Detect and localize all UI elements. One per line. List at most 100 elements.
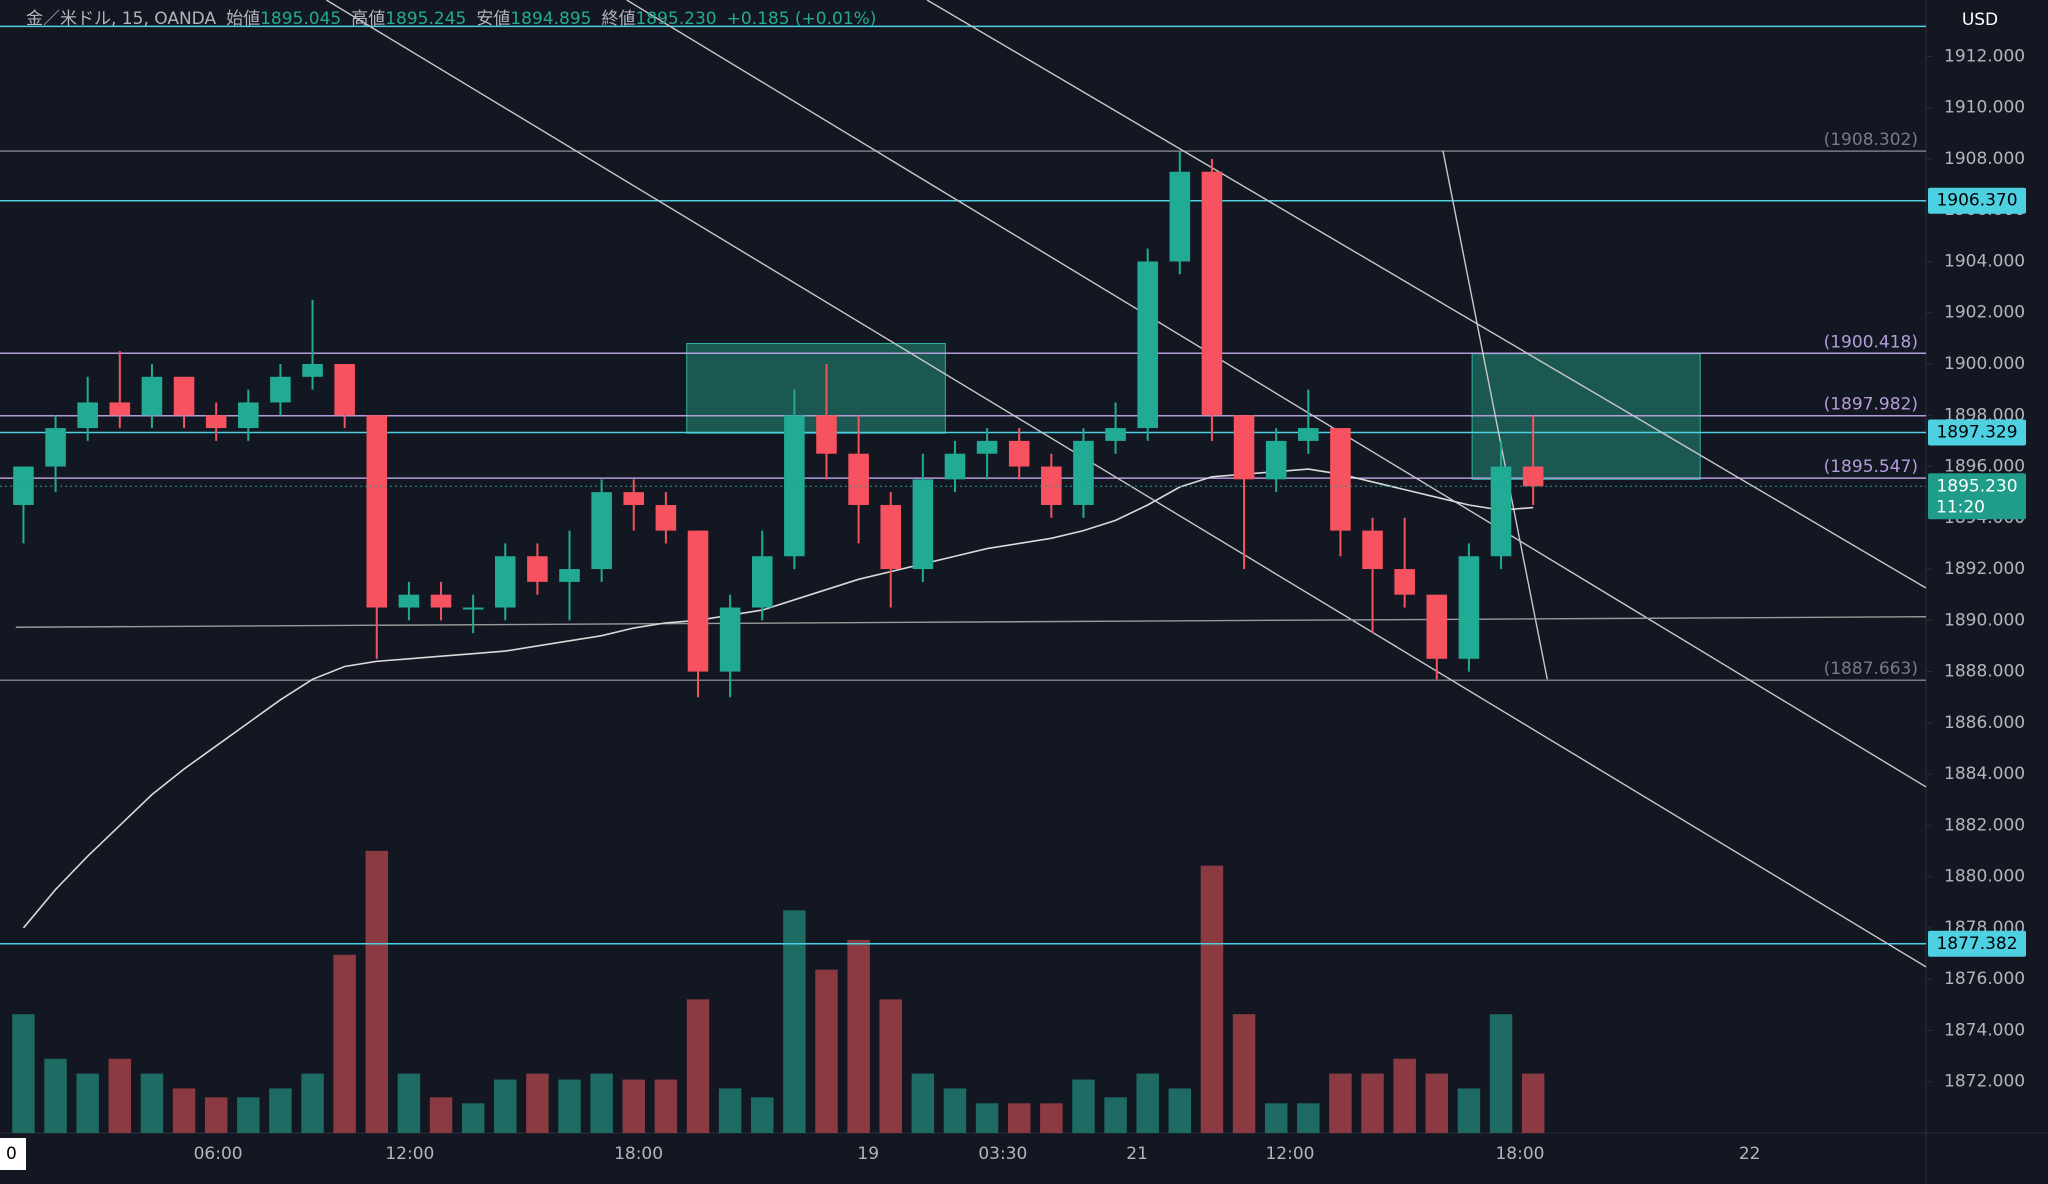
- candle-body: [1233, 415, 1255, 480]
- candle-body: [1073, 440, 1094, 505]
- candle-body: [77, 402, 98, 429]
- volume-bar: [750, 1097, 774, 1133]
- candle-body: [1008, 440, 1030, 467]
- y-tick-label: 1886.000: [1944, 713, 2025, 733]
- candle-body: [655, 504, 677, 531]
- header: 金／米ドル, 15, OANDA 始値1895.045 高値1895.245 安値18…: [26, 9, 876, 29]
- y-tick-label: 1892.000: [1944, 559, 2025, 579]
- level-label: (1908.302): [1824, 130, 1918, 150]
- x-tick-label: 03:30: [978, 1144, 1027, 1164]
- volume-bar: [526, 1073, 549, 1133]
- candle-body: [1458, 556, 1480, 659]
- x-tick-label: 18:00: [1495, 1144, 1544, 1164]
- candle-body: [848, 453, 869, 505]
- candle-body: [591, 492, 612, 570]
- volume-bar: [879, 999, 902, 1133]
- x-tick-label: 12:00: [385, 1144, 434, 1164]
- x-tick-label: 06:00: [194, 1144, 243, 1164]
- trend-line: [626, 0, 1927, 788]
- candle-body: [302, 363, 323, 377]
- volume-bar: [1007, 1103, 1031, 1133]
- ohlc-value: 1894.895: [510, 9, 591, 29]
- level-tag-label: 1906.370: [1936, 191, 2017, 211]
- volume-bar: [590, 1073, 613, 1133]
- trend-line: [325, 0, 1927, 968]
- candle-body: [719, 607, 741, 672]
- volume-bar: [140, 1073, 164, 1133]
- candle-body: [976, 440, 998, 454]
- zone-box: [686, 342, 946, 434]
- y-tick-label: 1876.000: [1944, 969, 2025, 989]
- candle-body: [13, 466, 34, 505]
- x-tick-label: 22: [1739, 1144, 1761, 1164]
- ohlc-name: 始値: [226, 9, 260, 29]
- trend-line: [1442, 150, 1548, 680]
- candle-body: [1137, 261, 1158, 429]
- level-label: (1897.982): [1824, 395, 1918, 415]
- volume-bar: [1136, 1073, 1159, 1133]
- volume-bar: [1232, 1014, 1256, 1133]
- candle-body: [1522, 466, 1544, 487]
- candle-body: [1298, 428, 1319, 441]
- candle-body: [559, 569, 580, 582]
- y-tick-label: 1890.000: [1944, 610, 2025, 630]
- candle-body: [238, 402, 259, 429]
- candle-body: [1426, 594, 1448, 659]
- ohlc-value: 1895.045: [260, 9, 341, 29]
- volume-bar: [1040, 1103, 1063, 1133]
- volume-bar: [1200, 865, 1224, 1133]
- y-tick-label: 1900.000: [1944, 354, 2025, 374]
- y-tick-label: 1882.000: [1944, 815, 2025, 835]
- candle-body: [494, 556, 516, 608]
- countdown: 11:20: [1936, 497, 1985, 517]
- y-tick-label: 1888.000: [1944, 662, 2025, 682]
- candle-body: [527, 556, 548, 582]
- candle-body: [912, 479, 934, 570]
- candle-body: [1330, 428, 1351, 531]
- volume-bar: [654, 1079, 678, 1133]
- symbol: 金／米ドル, 15, OANDA: [26, 9, 216, 29]
- candle-body: [1362, 530, 1383, 570]
- volume-bar: [1297, 1103, 1320, 1133]
- volume-bar: [333, 954, 356, 1133]
- y-tick-label: 1904.000: [1944, 251, 2025, 271]
- candle-body: [109, 402, 131, 416]
- y-tick-label: 1874.000: [1944, 1020, 2025, 1040]
- volume-bar: [204, 1097, 228, 1133]
- volume-bar: [975, 1103, 999, 1133]
- level-tag: [1928, 930, 2026, 957]
- candle-body: [751, 556, 773, 608]
- volume-bar: [1521, 1073, 1545, 1133]
- x-tick-label: 0: [6, 1144, 17, 1164]
- volume-bar: [1072, 1079, 1095, 1133]
- x-tick-label: 19: [857, 1144, 879, 1164]
- volume-bar: [622, 1079, 645, 1133]
- volume-bar: [1489, 1014, 1513, 1133]
- level-label: (1900.418): [1824, 332, 1918, 352]
- candle-body: [398, 594, 420, 608]
- trend-line: [926, 0, 1927, 589]
- currency: USD: [1962, 10, 1998, 30]
- volume-bar: [686, 999, 710, 1133]
- x-tick-label: 12:00: [1265, 1144, 1314, 1164]
- ohlc-name: 安値: [476, 9, 510, 29]
- zone-box: [1471, 353, 1701, 480]
- candle-body: [944, 453, 966, 480]
- ohlc-name: 高値: [351, 9, 385, 29]
- volume-bar: [76, 1073, 99, 1133]
- candle-body: [462, 607, 484, 610]
- volume-bar: [237, 1097, 260, 1133]
- volume-bar: [429, 1097, 453, 1133]
- trend-line: [15, 616, 1927, 628]
- volume-bar: [1361, 1073, 1384, 1133]
- volume-bar: [718, 1088, 742, 1133]
- candle-body: [270, 376, 291, 403]
- level-tag: [1928, 419, 2026, 446]
- volume-bar: [943, 1088, 967, 1133]
- candle-body: [1265, 440, 1287, 480]
- volume-bar: [494, 1079, 517, 1133]
- candle-body: [205, 415, 227, 429]
- candle-body: [173, 376, 195, 416]
